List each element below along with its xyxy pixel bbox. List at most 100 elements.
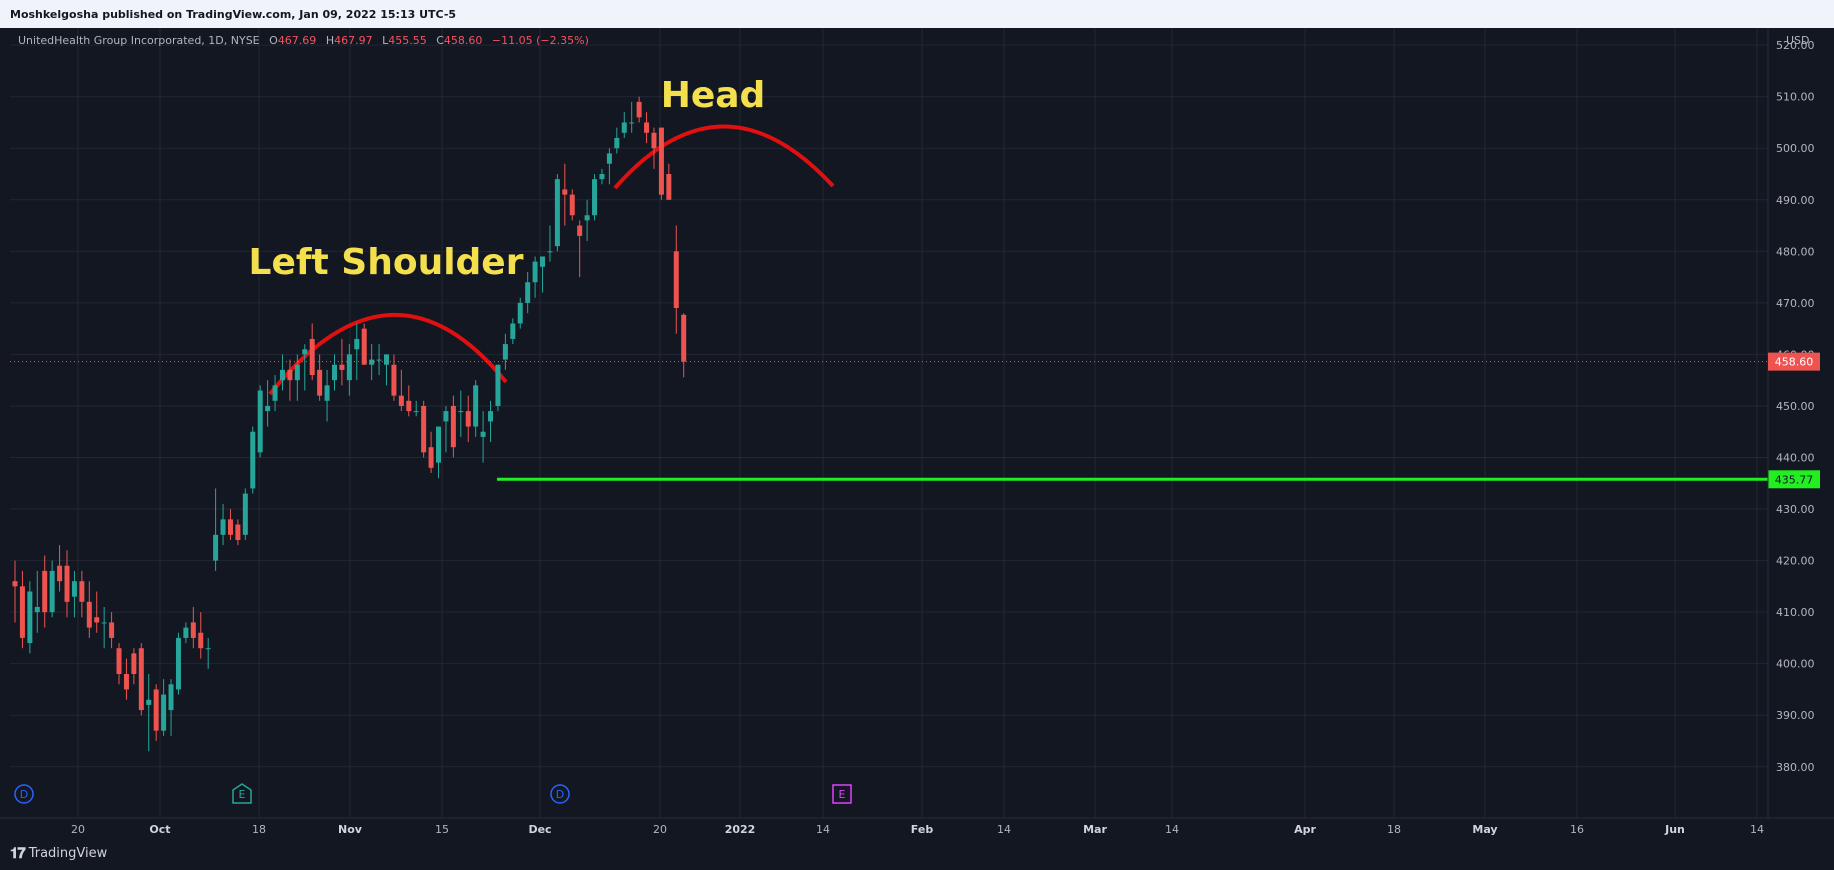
candle-body [361, 328, 367, 365]
x-tick-label: Feb [911, 823, 934, 836]
currency-label: USD [1786, 34, 1810, 47]
candle [220, 503, 226, 546]
candle-body [681, 314, 687, 362]
candle-body [116, 648, 122, 674]
candle-body [599, 174, 605, 180]
candle-body [391, 364, 397, 396]
candle-body [606, 153, 612, 164]
x-tick-label: 14 [1750, 823, 1764, 836]
y-tick-label: 380.00 [1776, 761, 1815, 774]
candle [64, 550, 70, 618]
candle-body [123, 673, 129, 690]
candle-body [525, 282, 531, 303]
candle-body [651, 132, 657, 149]
candle [629, 101, 635, 133]
candle [458, 390, 464, 437]
candle-body [658, 127, 664, 195]
candle [480, 411, 486, 463]
y-tick-label: 470.00 [1776, 297, 1815, 310]
candle-body [86, 601, 92, 628]
candle-body [488, 411, 494, 422]
close-value: 458.60 [443, 34, 483, 47]
candle-body [443, 411, 449, 422]
candle [57, 545, 63, 592]
candle [12, 560, 18, 623]
candle [257, 385, 263, 458]
candle-body [554, 179, 560, 247]
candle [331, 354, 337, 391]
candle [592, 174, 598, 221]
symbol-legend[interactable]: UnitedHealth Group Incorporated, 1D, NYS… [18, 34, 589, 47]
y-tick-label: 430.00 [1776, 503, 1815, 516]
candle-body [131, 653, 137, 674]
candle [49, 560, 55, 618]
x-tick-label: 14 [997, 823, 1011, 836]
candle-body [213, 534, 219, 561]
candle [183, 622, 189, 644]
high-value: 467.97 [334, 34, 373, 47]
candle [213, 488, 219, 571]
candle [131, 648, 137, 685]
candle-body [146, 699, 152, 705]
candle [116, 643, 122, 685]
candle [265, 380, 271, 427]
candle [658, 127, 664, 200]
candle [517, 297, 523, 329]
candle-body [436, 426, 442, 463]
candle [540, 256, 546, 293]
candle-body [621, 122, 627, 133]
candle-body [369, 359, 375, 365]
candle [317, 354, 323, 401]
y-tick-label: 500.00 [1776, 142, 1815, 155]
candle [250, 426, 256, 494]
candle-body [480, 431, 486, 437]
y-tick-label: 410.00 [1776, 606, 1815, 619]
candle [621, 112, 627, 138]
head-arc [613, 124, 835, 190]
y-tick-label: 490.00 [1776, 194, 1815, 207]
candle-body [175, 637, 181, 690]
tradingview-logo-icon: 𝟏𝟕 [10, 844, 26, 862]
candle [384, 354, 389, 386]
tradingview-footer[interactable]: 𝟏𝟕 TradingView [10, 844, 107, 862]
left-shoulder-label: Left Shoulder [249, 242, 524, 283]
candle-body [42, 570, 48, 613]
candle-body [205, 648, 211, 650]
y-tick-label: 400.00 [1776, 658, 1815, 671]
candle-body [242, 493, 248, 535]
event-marker-letter: E [239, 788, 246, 801]
candle-body [265, 405, 271, 412]
candle-body [517, 302, 523, 324]
time-axis[interactable]: 20 Oct 18 Nov 15 Dec 20 2022 14 Feb 14 Mar 14 Apr 18 Ma… [0, 817, 1834, 836]
x-tick-label: 20 [653, 823, 667, 836]
left-shoulder-arc [268, 312, 508, 396]
candle-body [339, 364, 345, 370]
dividend-marker-icon [14, 784, 34, 804]
x-tick-label: 20 [71, 823, 85, 836]
candle [473, 380, 479, 437]
publisher-text: Moshkelgosha published on TradingView.co… [10, 8, 457, 21]
change-value: −11.05 (−2.35%) [491, 34, 589, 47]
x-tick-label: 14 [816, 823, 830, 836]
candle [673, 225, 679, 334]
x-tick-label: Dec [528, 823, 551, 836]
candle [279, 354, 285, 391]
candle-body [473, 385, 479, 427]
candle-body [614, 137, 620, 149]
chart-canvas[interactable]: 435.77 Left Shoulder Head 380.00 390.00 400… [0, 28, 1834, 870]
chart-frame[interactable]: 435.77 Left Shoulder Head 380.00 390.00 400… [0, 28, 1834, 870]
candle-body [584, 215, 590, 221]
earnings-marker-icon [232, 783, 252, 804]
candle-body [540, 256, 546, 267]
candle-body [406, 400, 412, 412]
candle [465, 395, 471, 443]
candle [666, 163, 672, 200]
publisher-bar: Moshkelgosha published on TradingView.co… [0, 0, 1834, 28]
price-axis[interactable]: 380.00 390.00 400.00 410.00 420.00 430.00 440.… [10, 28, 1820, 818]
candle-body [510, 323, 516, 339]
x-tick-label: Oct [149, 823, 170, 836]
candle-body [138, 648, 144, 711]
candle-body [27, 591, 33, 644]
candle-body [666, 174, 672, 200]
